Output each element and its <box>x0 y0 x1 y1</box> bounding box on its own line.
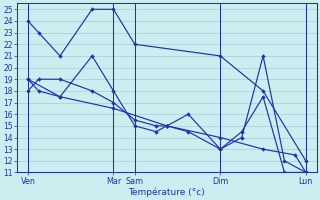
X-axis label: Température (°c): Température (°c) <box>129 187 205 197</box>
